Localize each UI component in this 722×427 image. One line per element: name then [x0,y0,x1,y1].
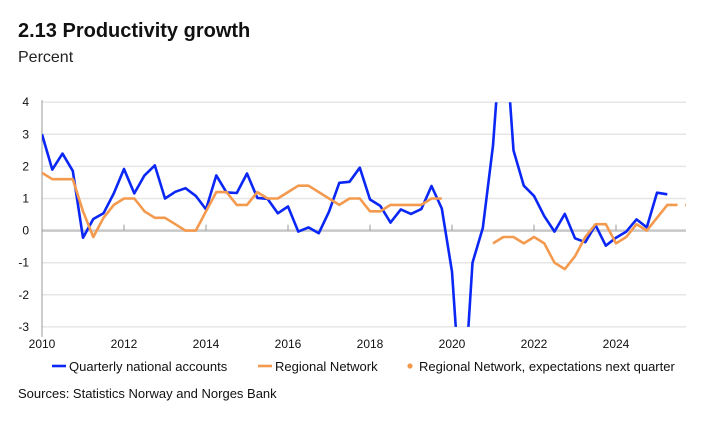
source-note: Sources: Statistics Norway and Norges Ba… [18,386,277,401]
y-tick-label: 1 [22,192,29,206]
y-tick-label: 2 [22,159,29,173]
x-tick-label: 2024 [603,337,630,351]
x-tick-label: 2020 [439,337,466,351]
y-tick-label: -3 [18,320,29,334]
x-tick-label: 2014 [193,337,220,351]
x-tick-label: 2018 [357,337,384,351]
series-line-0 [42,102,668,327]
x-tick-label: 2022 [521,337,548,351]
legend-label: Quarterly national accounts [69,359,228,374]
y-tick-label: 4 [22,95,29,109]
legend-label: Regional Network [275,359,378,374]
chart-title: 2.13 Productivity growth [18,20,251,42]
x-tick-label: 2012 [111,337,138,351]
y-tick-label: -1 [18,256,29,270]
legend-label: Regional Network, expectations next quar… [419,359,675,374]
chart-subtitle: Percent [18,49,74,66]
expectation-dot [685,202,686,207]
y-tick-label: 0 [22,224,29,238]
y-tick-label: 3 [22,127,29,141]
series-line-1 [42,171,678,271]
x-tick-label: 2010 [29,337,56,351]
legend-swatch [407,363,413,369]
x-tick-label: 2016 [275,337,302,351]
y-tick-label: -2 [18,288,29,302]
